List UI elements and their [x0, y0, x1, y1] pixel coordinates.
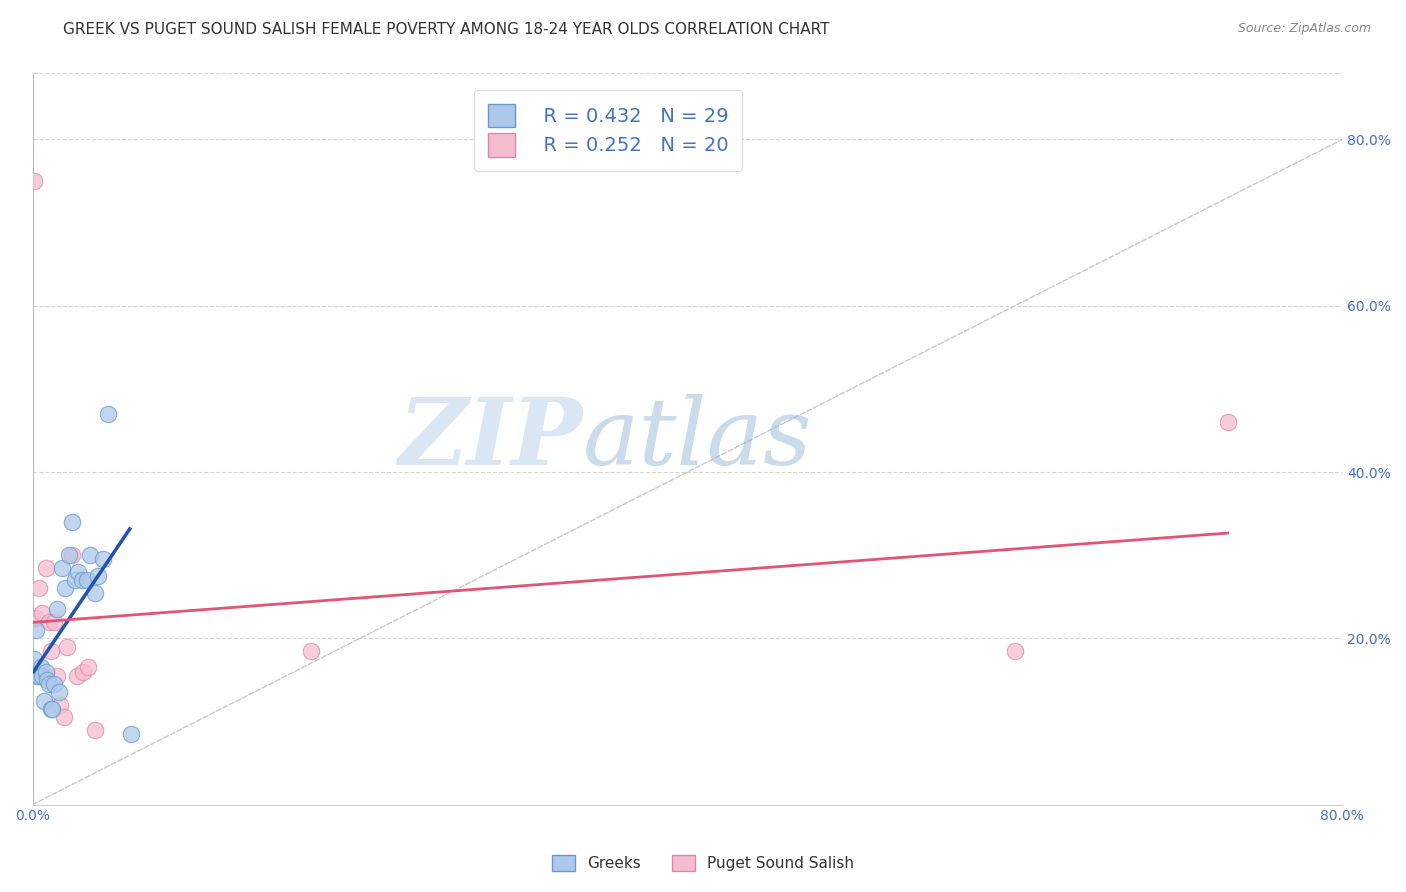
Text: Source: ZipAtlas.com: Source: ZipAtlas.com	[1237, 22, 1371, 36]
Point	[58, 548, 80, 562]
Point	[56, 640, 79, 654]
Point	[76, 573, 98, 587]
Point	[37, 673, 59, 687]
Point	[48, 685, 70, 699]
Point	[31, 607, 53, 621]
Point	[38, 677, 60, 691]
Point	[72, 665, 94, 679]
Point	[46, 669, 69, 683]
Point	[77, 660, 100, 674]
Point	[32, 694, 55, 708]
Point	[30, 660, 52, 674]
Point	[24, 623, 46, 637]
Point	[42, 677, 65, 691]
Point	[39, 702, 62, 716]
Point	[79, 548, 101, 562]
Point	[53, 582, 76, 596]
Point	[46, 602, 69, 616]
Point	[51, 560, 73, 574]
Point	[27, 669, 49, 683]
Point	[41, 702, 63, 716]
Point	[39, 644, 62, 658]
Point	[83, 585, 105, 599]
Point	[1216, 415, 1239, 429]
Point	[120, 727, 142, 741]
Legend:   R = 0.432   N = 29,   R = 0.252   N = 20: R = 0.432 N = 29, R = 0.252 N = 20	[474, 90, 742, 170]
Point	[67, 565, 90, 579]
Point	[70, 573, 93, 587]
Point	[60, 515, 83, 529]
Point	[60, 548, 83, 562]
Point	[52, 710, 75, 724]
Point	[38, 615, 60, 629]
Point	[22, 174, 45, 188]
Point	[34, 665, 56, 679]
Point	[1004, 644, 1026, 658]
Point	[66, 669, 89, 683]
Text: ZIP: ZIP	[398, 393, 582, 483]
Point	[49, 698, 72, 712]
Legend: Greeks, Puget Sound Salish: Greeks, Puget Sound Salish	[546, 849, 860, 877]
Point	[28, 669, 51, 683]
Point	[42, 615, 65, 629]
Point	[83, 723, 105, 737]
Text: atlas: atlas	[582, 393, 813, 483]
Point	[299, 644, 322, 658]
Point	[97, 407, 120, 421]
Point	[91, 552, 114, 566]
Text: GREEK VS PUGET SOUND SALISH FEMALE POVERTY AMONG 18-24 YEAR OLDS CORRELATION CHA: GREEK VS PUGET SOUND SALISH FEMALE POVER…	[63, 22, 830, 37]
Point	[28, 582, 51, 596]
Point	[87, 569, 110, 583]
Point	[34, 560, 56, 574]
Point	[22, 652, 45, 666]
Point	[63, 573, 86, 587]
Point	[31, 669, 53, 683]
Point	[24, 610, 46, 624]
